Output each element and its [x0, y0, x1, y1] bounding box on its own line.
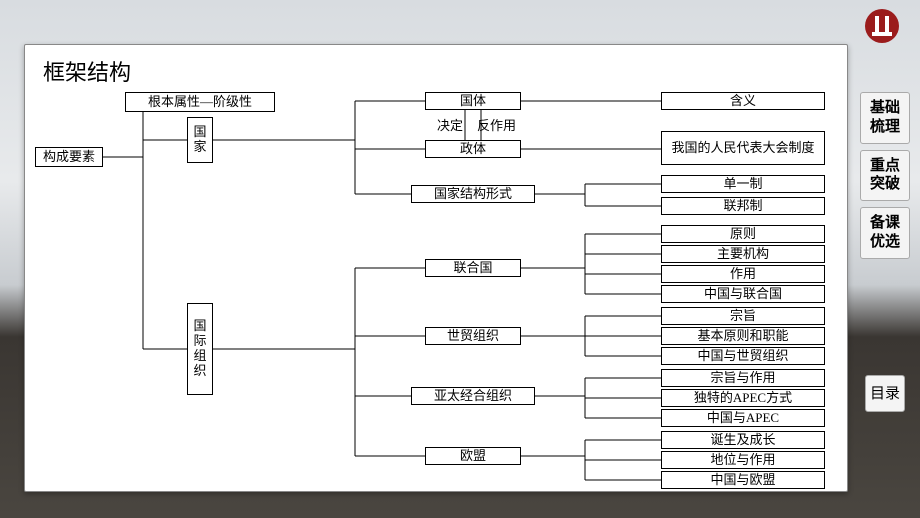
- node-intlorg: 国际组织: [187, 303, 213, 395]
- node-peoplecong: 我国的人民代表大会制度: [661, 131, 825, 165]
- node-apec_way: 独特的APEC方式: [661, 389, 825, 407]
- node-apec_purpose: 宗旨与作用: [661, 369, 825, 387]
- framework-diagram: 构成要素 根本属性—阶级性国家国际组织 国体政体国家结构形式联合国世贸组织亚太经合组…: [25, 85, 849, 493]
- content-panel: 框架结构 构成要素 根本属性—阶级性国家国际组织 国体政体国家结构形式联合国世贸组织…: [24, 44, 848, 492]
- annotation-decide: 决定: [437, 115, 463, 134]
- node-eu_birth: 诞生及成长: [661, 431, 825, 449]
- node-purpose: 宗旨: [661, 307, 825, 325]
- node-wto_func: 基本原则和职能: [661, 327, 825, 345]
- node-federal: 联邦制: [661, 197, 825, 215]
- sidebar: 基础梳理 重点突破 备课优选 目录: [860, 92, 910, 412]
- node-un: 联合国: [425, 259, 521, 277]
- node-root: 构成要素: [35, 147, 103, 167]
- node-structform: 国家结构形式: [411, 185, 535, 203]
- node-country: 国家: [187, 117, 213, 163]
- node-meaning: 含义: [661, 92, 825, 110]
- sidebar-toc[interactable]: 目录: [865, 375, 905, 413]
- sidebar-item-basics[interactable]: 基础梳理: [860, 92, 910, 144]
- node-guoti: 国体: [425, 92, 521, 110]
- node-apec: 亚太经合组织: [411, 387, 535, 405]
- page-title: 框架结构: [43, 55, 131, 87]
- node-china_wto: 中国与世贸组织: [661, 347, 825, 365]
- node-role: 作用: [661, 265, 825, 283]
- node-wto: 世贸组织: [425, 327, 521, 345]
- node-attr: 根本属性—阶级性: [125, 92, 275, 112]
- node-china_un: 中国与联合国: [661, 285, 825, 303]
- annotation-reaction: 反作用: [477, 115, 516, 134]
- sidebar-item-lesson[interactable]: 备课优选: [860, 207, 910, 259]
- node-mainorg: 主要机构: [661, 245, 825, 263]
- node-eu_pos: 地位与作用: [661, 451, 825, 469]
- node-principle: 原则: [661, 225, 825, 243]
- node-zhengti: 政体: [425, 140, 521, 158]
- node-china_eu: 中国与欧盟: [661, 471, 825, 489]
- node-china_apec: 中国与APEC: [661, 409, 825, 427]
- node-eu: 欧盟: [425, 447, 521, 465]
- node-unitary: 单一制: [661, 175, 825, 193]
- sidebar-item-keypoints[interactable]: 重点突破: [860, 150, 910, 202]
- logo: [862, 6, 902, 46]
